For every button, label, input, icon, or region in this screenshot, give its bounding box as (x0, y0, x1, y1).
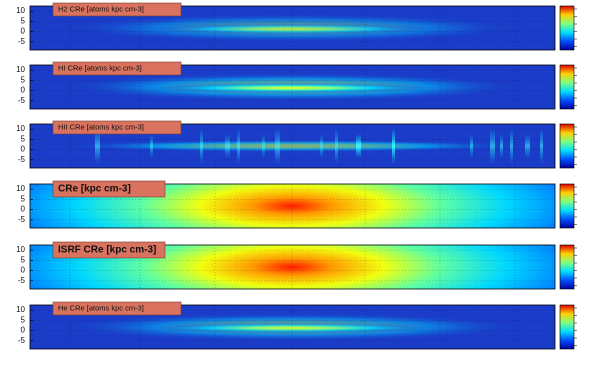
emission-stripe (225, 134, 230, 158)
y-tick-label: 10 (16, 124, 25, 133)
emission-stripe (510, 128, 513, 164)
y-tick-label: 10 (16, 184, 25, 193)
label-box (52, 61, 182, 76)
panel-title: ISRF CRe [kpc cm-3] (58, 245, 156, 256)
emission-stripe (95, 128, 100, 164)
y-tick-label: 10 (16, 65, 25, 74)
emission-stripe (525, 134, 530, 158)
panel-frame (29, 244, 556, 290)
emission-stripe (320, 134, 323, 158)
y-tick-label: 0 (21, 27, 26, 36)
y-tick-label: -5 (18, 215, 26, 224)
panel-title: HI CRe [atoms kpc cm-3] (58, 63, 142, 72)
panel-frame (29, 123, 556, 169)
label-box (52, 2, 182, 17)
panel-frame (29, 5, 556, 51)
panel-frame (29, 304, 556, 350)
emission-stripe (150, 134, 153, 158)
y-tick-label: 0 (21, 205, 26, 214)
y-tick-label: 5 (21, 75, 26, 84)
emission-stripe (490, 128, 495, 164)
panel-frame (29, 64, 556, 110)
emission-stripe (335, 128, 338, 164)
emission-stripe (200, 128, 203, 164)
y-tick-label: -5 (18, 336, 26, 345)
panel-title: CRe [kpc cm-3] (58, 184, 131, 195)
label-box (52, 301, 182, 316)
y-tick-label: 0 (21, 145, 26, 154)
y-tick-label: 5 (21, 315, 26, 324)
emission-stripe (500, 134, 503, 158)
label-box (52, 120, 182, 135)
y-tick-label: 0 (21, 326, 26, 335)
panel: 105 0-5 ISRF CRe [kpc cm-3] (16, 241, 577, 290)
y-tick-label: 10 (16, 6, 25, 15)
emission-stripe (275, 128, 280, 164)
y-tick-label: 5 (21, 255, 26, 264)
heatmap (30, 6, 555, 50)
emission-stripe (392, 128, 395, 164)
y-tick-label: -5 (18, 96, 26, 105)
label-box (52, 241, 166, 259)
panel: 105 0-5 He CRe [atoms kpc cm-3] (16, 301, 577, 350)
panel: 105 0-5 H2 CRe [atoms kpc cm-3] (16, 2, 577, 51)
emission (152, 24, 432, 34)
panel-title: H2 CRe [atoms kpc cm-3] (58, 4, 144, 13)
label-box (52, 180, 166, 198)
panel-title: HII CRe [atoms kpc cm-3] (58, 122, 144, 131)
emission (152, 323, 432, 333)
emission-stripe (356, 134, 361, 158)
emission (62, 140, 522, 152)
y-tick-label: -5 (18, 155, 26, 164)
y-tick-label: 0 (21, 266, 26, 275)
colorbar (559, 5, 575, 51)
colorbar (559, 183, 575, 229)
emission-stripe (470, 134, 473, 158)
y-tick-label: 0 (21, 86, 26, 95)
emission-stripe (262, 134, 265, 158)
colorbar (559, 64, 575, 110)
panel: 105 0-5 CRe [kpc cm-3] (16, 180, 577, 229)
emission (152, 83, 432, 93)
emission-stripe (540, 128, 543, 164)
colorbar (559, 304, 575, 350)
panel: 105 0-5 HII CRe [atoms kpc cm-3] (16, 120, 577, 169)
colorbar (559, 244, 575, 290)
y-tick-label: 10 (16, 245, 25, 254)
y-tick-label: 10 (16, 305, 25, 314)
panel: 105 0-5 HI CRe [atoms kpc cm-3] (16, 61, 577, 110)
y-tick-label: 5 (21, 16, 26, 25)
y-tick-label: -5 (18, 276, 26, 285)
panel-frame (29, 183, 556, 229)
panel-title: He CRe [atoms kpc cm-3] (58, 303, 144, 312)
colorbar (559, 123, 575, 169)
y-tick-label: 5 (21, 194, 26, 203)
y-tick-label: -5 (18, 37, 26, 46)
y-tick-label: 5 (21, 134, 26, 143)
emission-stripe (237, 128, 240, 164)
